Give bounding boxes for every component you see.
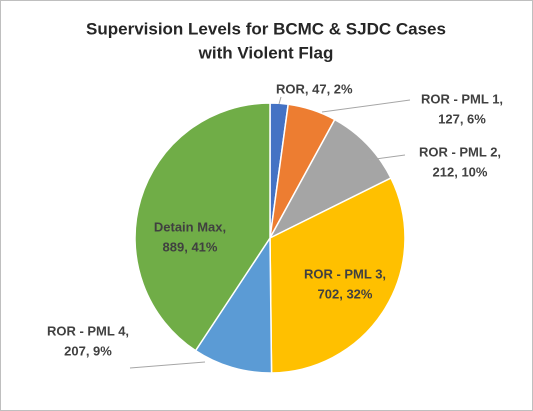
data-label: 889, 41%	[163, 239, 218, 254]
pie-slice	[268, 118, 392, 240]
leader-line	[321, 99, 411, 113]
pie-slice	[134, 102, 271, 352]
chart-title: Supervision Levels for BCMC & SJDC Cases	[86, 19, 446, 38]
data-label: 207, 9%	[64, 343, 112, 358]
data-label: ROR - PML 2,	[419, 144, 501, 159]
leader-line	[129, 361, 206, 369]
data-label: 212, 10%	[433, 164, 488, 179]
data-label: 127, 6%	[438, 111, 486, 126]
data-label: ROR - PML 1,	[421, 91, 503, 106]
pie-slice	[269, 177, 406, 374]
leader-line	[367, 154, 406, 161]
data-label: Detain Max,	[154, 219, 226, 234]
leader-line	[278, 96, 282, 105]
data-label: ROR - PML 4,	[47, 323, 129, 338]
chart-title: with Violent Flag	[198, 43, 334, 62]
data-label: 702, 32%	[318, 286, 373, 301]
data-label: ROR, 47, 2%	[276, 81, 353, 96]
pie-slice	[194, 235, 273, 374]
data-label: ROR - PML 3,	[304, 266, 386, 281]
